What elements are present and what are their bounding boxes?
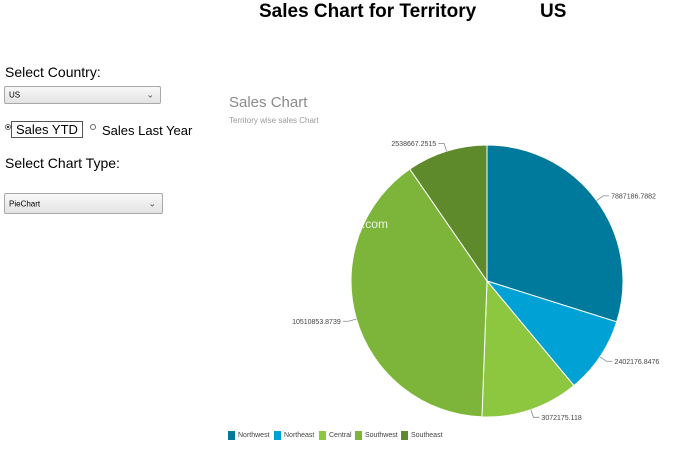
- legend-label: Southwest: [365, 432, 398, 439]
- chevron-down-icon: ⌄: [146, 89, 154, 100]
- legend-swatch: [355, 431, 362, 440]
- legend-swatch: [228, 431, 235, 440]
- country-select[interactable]: US ⌄: [4, 86, 161, 104]
- chart-title: Sales Chart: [229, 94, 308, 111]
- pie-slice-northwest[interactable]: [486, 144, 624, 323]
- pie-slice-central[interactable]: [481, 279, 575, 418]
- legend-label: Northwest: [238, 432, 270, 439]
- legend-label: Central: [329, 432, 352, 439]
- slice-leader-line: [596, 195, 610, 201]
- slice-value-label: 2402176.8476: [615, 359, 660, 366]
- chart-type-select-value: PieChart: [9, 199, 41, 208]
- pie-slice-southeast[interactable]: [409, 144, 488, 283]
- chart-subtitle: Territory wise sales Chart: [229, 116, 319, 125]
- chart-type-label: Select Chart Type:: [5, 155, 120, 171]
- country-label: Select Country:: [5, 64, 101, 80]
- slice-value-label: 2538667.2515: [391, 141, 436, 148]
- legend-item-southeast[interactable]: Southeast: [401, 431, 443, 440]
- chart-type-select[interactable]: PieChart ⌄: [4, 193, 163, 214]
- slice-leader-line: [530, 409, 540, 418]
- slice-value-label: 3072175.118: [541, 415, 581, 422]
- legend-item-northwest[interactable]: Northwest: [228, 431, 270, 440]
- legend-swatch: [319, 431, 326, 440]
- legend-swatch: [401, 431, 408, 440]
- sales-last-year-label[interactable]: Sales Last Year: [102, 123, 193, 138]
- legend-swatch: [274, 431, 281, 440]
- legend-label: Northeast: [284, 432, 315, 439]
- country-select-value: US: [9, 90, 21, 100]
- legend-item-central[interactable]: Central: [319, 431, 352, 440]
- slice-value-label: 10510853.8739: [292, 319, 341, 326]
- watermark: © DotNetCurry.com: [284, 217, 388, 231]
- legend-label: Southeast: [411, 432, 443, 439]
- sales-ytd-label[interactable]: Sales YTD: [11, 121, 83, 138]
- slice-leader-line: [342, 318, 357, 322]
- pie-slice-southwest[interactable]: [350, 168, 488, 418]
- legend-item-southwest[interactable]: Southwest: [355, 431, 398, 440]
- sales-last-year-radio[interactable]: [90, 124, 96, 130]
- territory-name: US: [540, 1, 567, 22]
- sales-ytd-radio[interactable]: [5, 124, 11, 130]
- page-title-text: Sales Chart for Territory: [259, 1, 477, 22]
- slice-leader-line: [438, 143, 447, 152]
- legend-item-northeast[interactable]: Northeast: [274, 431, 314, 440]
- chevron-down-icon: ⌄: [148, 198, 156, 208]
- slice-value-label: 7887186.7882: [611, 193, 656, 200]
- slice-leader-line: [599, 356, 613, 362]
